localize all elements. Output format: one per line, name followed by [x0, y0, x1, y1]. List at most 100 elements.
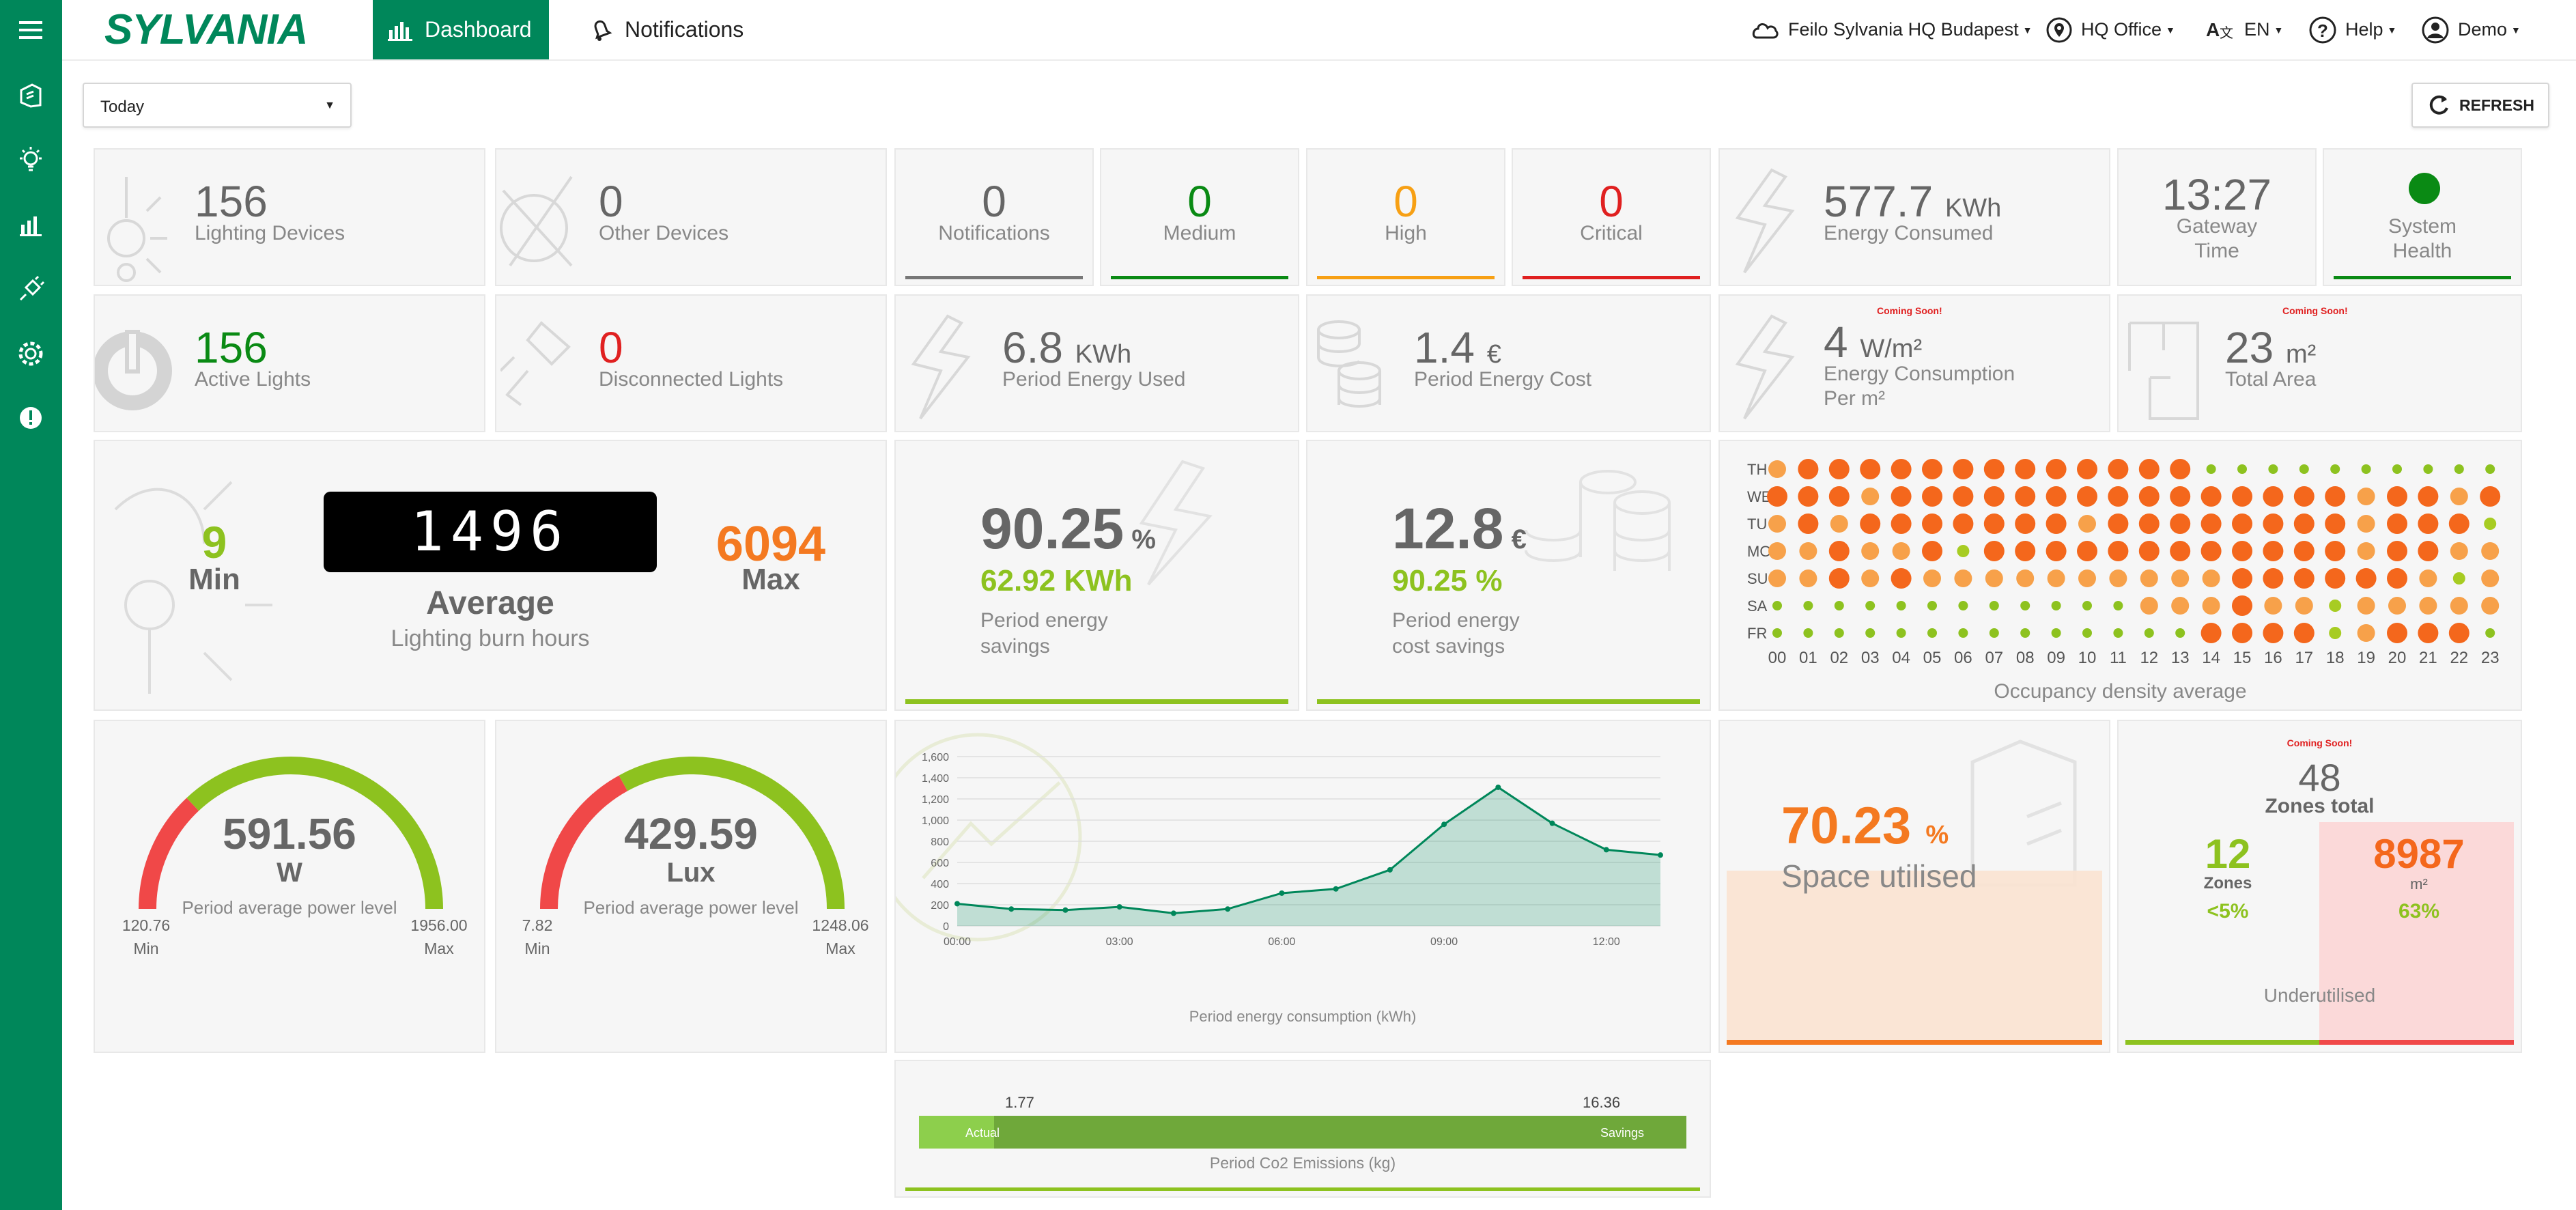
- help-menu[interactable]: ? Help ▼: [2308, 0, 2396, 59]
- disconnected-lights-tile[interactable]: 0 Disconnected Lights: [495, 294, 887, 432]
- occupancy-cell: [2108, 513, 2129, 534]
- notifications-tile[interactable]: 0 Notifications: [894, 148, 1094, 286]
- high-alerts-tile[interactable]: 0 High: [1306, 148, 1505, 286]
- occupancy-hour-label: 18: [2326, 649, 2345, 667]
- total-area-tile[interactable]: Coming Soon! 23 m² Total Area: [2117, 294, 2522, 432]
- occupancy-heatmap-card[interactable]: TH WE TU MO SU SA FR 00 01 02 03 04 05 06 07 08 09 10 11 12…: [1718, 440, 2522, 711]
- occupancy-hour-label: 14: [2202, 649, 2220, 667]
- underutilised-area-percent: 63%: [2398, 900, 2440, 923]
- chart-point: [1225, 906, 1231, 912]
- occupancy-cell: [1767, 486, 1787, 507]
- power-gauge-unit: W: [277, 858, 302, 888]
- period-energy-cost-tile[interactable]: 1.4 € Period Energy Cost: [1306, 294, 1711, 432]
- period-energy-used-unit: KWh: [1075, 340, 1132, 369]
- occupancy-hour-label: 04: [1892, 649, 1910, 667]
- cost-savings-card[interactable]: 12.8 € 90.25 % Period energy cost saving…: [1306, 440, 1711, 711]
- occupancy-cell: [1803, 601, 1813, 610]
- occupancy-cell: [2387, 623, 2407, 643]
- occupancy-hour-label: 11: [2110, 649, 2127, 667]
- other-devices-tile[interactable]: 0 Other Devices: [495, 148, 887, 286]
- period-select[interactable]: Today ▼: [83, 83, 352, 128]
- occupancy-cell: [1768, 515, 1786, 533]
- chart-y-tick-label: 600: [931, 858, 949, 869]
- burn-hours-card[interactable]: 9 Min 1496 Average Lighting burn hours 6…: [94, 440, 887, 711]
- occupancy-cell: [2015, 513, 2036, 534]
- occupancy-day-label: SU: [1747, 570, 1768, 587]
- lightbulb-icon[interactable]: [14, 143, 47, 176]
- power-gauge-min: 120.76: [122, 916, 171, 934]
- chart-x-tick-label: 03:00: [1106, 936, 1133, 948]
- energy-per-m2-tile[interactable]: Coming Soon! 4 W/m² Energy Consumption P…: [1718, 294, 2110, 432]
- co2-actual-label: Actual: [965, 1126, 1000, 1140]
- cost-savings-label: Period energy: [1392, 609, 1520, 632]
- cost-savings-unit: €: [1511, 524, 1527, 554]
- occupancy-cell: [2418, 513, 2439, 534]
- high-label: High: [1385, 222, 1427, 244]
- occupancy-cell: [1772, 601, 1782, 610]
- occupancy-cell: [2200, 623, 2222, 643]
- active-lights-tile[interactable]: 156 Active Lights: [94, 294, 485, 432]
- occupancy-cell: [1891, 459, 1912, 479]
- office-selector[interactable]: HQ Office ▼: [2046, 0, 2175, 59]
- chart-point: [1170, 910, 1176, 916]
- space-utilised-card[interactable]: 70.23 % Space utilised: [1718, 720, 2110, 1053]
- unplugged-icon: [500, 321, 571, 406]
- chart-point: [954, 901, 960, 907]
- cost-savings-underline: [1317, 699, 1700, 704]
- lightning-bolt-icon: [1735, 314, 1795, 420]
- lux-gauge-unit: Lux: [666, 858, 716, 888]
- lightning-bolt-icon: [1139, 460, 1213, 586]
- user-menu[interactable]: Demo ▼: [2421, 0, 2521, 59]
- reports-icon[interactable]: [14, 208, 47, 241]
- occupancy-cell: [1989, 628, 1999, 638]
- devices-icon[interactable]: [14, 79, 47, 112]
- energy-savings-card[interactable]: 90.25 % 62.92 KWh Period energy savings: [894, 440, 1299, 711]
- plug-icon[interactable]: [14, 273, 47, 306]
- energy-consumption-chart-card[interactable]: 0 200 400 600 800 1,000 1,200 1,400 1,600 00:00 03…: [894, 720, 1711, 1053]
- occupancy-cell: [2015, 486, 2036, 507]
- system-health-tile[interactable]: System Health: [2323, 148, 2522, 286]
- occupancy-cell: [2140, 597, 2158, 615]
- occupancy-cell: [2293, 623, 2315, 643]
- burn-max-label: Max: [741, 563, 800, 596]
- critical-count: 0: [1599, 177, 1624, 226]
- occupancy-cell: [1954, 569, 1972, 587]
- occupancy-cell: [2170, 486, 2191, 507]
- zones-card[interactable]: Coming Soon! 48 Zones total 12 Zones <5%…: [2117, 720, 2522, 1053]
- occupancy-cell: [2419, 569, 2437, 587]
- occupancy-cell: [2077, 486, 2097, 507]
- occupancy-cell: [1923, 569, 1941, 587]
- occupancy-cell: [2293, 568, 2315, 589]
- chart-x-tick-label: 00:00: [944, 936, 971, 948]
- energy-consumed-tile[interactable]: 577.7 KWh Energy Consumed: [1718, 148, 2110, 286]
- menu-icon[interactable]: [14, 14, 47, 46]
- settings-gear-icon[interactable]: [14, 337, 47, 370]
- lux-gauge-card[interactable]: 429.59 Lux Period average power level 7.…: [495, 720, 887, 1053]
- lux-gauge-max: 1248.06: [812, 916, 869, 934]
- building-outline-icon: [1970, 740, 2077, 887]
- occupancy-cell: [1983, 513, 2005, 534]
- burn-max-value: 6094: [716, 517, 826, 572]
- high-underline: [1317, 276, 1495, 279]
- refresh-button[interactable]: REFRESH: [2411, 83, 2549, 128]
- site-selector[interactable]: Feilo Sylvania HQ Budapest ▼: [1749, 0, 2033, 59]
- critical-alerts-tile[interactable]: 0 Critical: [1512, 148, 1711, 286]
- chart-watermark-icon: [896, 733, 1082, 942]
- lighting-devices-tile[interactable]: 156 Lighting Devices: [94, 148, 485, 286]
- chart-y-tick-label: 1,000: [922, 815, 949, 827]
- occupancy-cell: [2206, 464, 2216, 474]
- co2-underline: [905, 1187, 1700, 1191]
- co2-emissions-card[interactable]: 1.77 16.36 Actual Savings Period Co2 Emi…: [894, 1060, 1711, 1198]
- alert-icon[interactable]: [14, 402, 47, 434]
- energy-consumption-chart: 0 200 400 600 800 1,000 1,200 1,400 1,600 00:00 03…: [922, 752, 1663, 948]
- power-gauge-card[interactable]: 591.56 W Period average power level 120.…: [94, 720, 485, 1053]
- tab-notifications[interactable]: Notifications: [588, 0, 793, 59]
- burn-hours-caption: Lighting burn hours: [391, 625, 590, 651]
- medium-alerts-tile[interactable]: 0 Medium: [1100, 148, 1299, 286]
- period-energy-used-tile[interactable]: 6.8 KWh Period Energy Used: [894, 294, 1299, 432]
- occupancy-cell: [2138, 541, 2160, 561]
- tab-dashboard[interactable]: Dashboard: [373, 0, 549, 59]
- sylvania-logo[interactable]: SYLVANIA: [100, 7, 360, 52]
- occupancy-cell: [1983, 459, 2005, 479]
